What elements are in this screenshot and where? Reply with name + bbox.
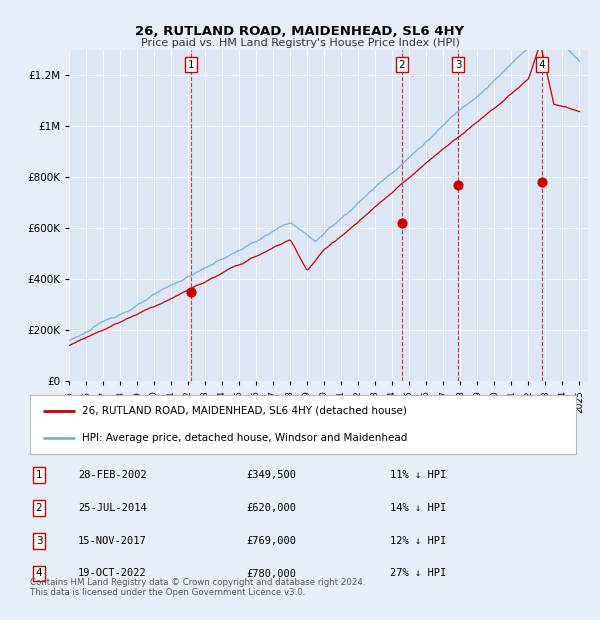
Text: 2: 2	[35, 503, 43, 513]
Text: 12% ↓ HPI: 12% ↓ HPI	[390, 536, 446, 546]
Text: 1: 1	[187, 60, 194, 69]
Text: 3: 3	[35, 536, 43, 546]
Text: 27% ↓ HPI: 27% ↓ HPI	[390, 569, 446, 578]
Text: £780,000: £780,000	[246, 569, 296, 578]
Text: £769,000: £769,000	[246, 536, 296, 546]
Text: 11% ↓ HPI: 11% ↓ HPI	[390, 470, 446, 480]
Text: 28-FEB-2002: 28-FEB-2002	[78, 470, 147, 480]
Text: Contains HM Land Registry data © Crown copyright and database right 2024.
This d: Contains HM Land Registry data © Crown c…	[30, 578, 365, 597]
Text: 26, RUTLAND ROAD, MAIDENHEAD, SL6 4HY (detached house): 26, RUTLAND ROAD, MAIDENHEAD, SL6 4HY (d…	[82, 406, 407, 416]
Text: £620,000: £620,000	[246, 503, 296, 513]
Text: 3: 3	[455, 60, 461, 69]
Text: Price paid vs. HM Land Registry's House Price Index (HPI): Price paid vs. HM Land Registry's House …	[140, 38, 460, 48]
Point	[454, 180, 463, 190]
Point	[186, 287, 196, 297]
Point	[537, 177, 547, 187]
Text: 26, RUTLAND ROAD, MAIDENHEAD, SL6 4HY: 26, RUTLAND ROAD, MAIDENHEAD, SL6 4HY	[136, 25, 464, 38]
Text: 19-OCT-2022: 19-OCT-2022	[78, 569, 147, 578]
Text: HPI: Average price, detached house, Windsor and Maidenhead: HPI: Average price, detached house, Wind…	[82, 433, 407, 443]
Text: 25-JUL-2014: 25-JUL-2014	[78, 503, 147, 513]
Point	[397, 218, 407, 228]
Text: 4: 4	[539, 60, 545, 69]
Text: 2: 2	[398, 60, 405, 69]
Text: 15-NOV-2017: 15-NOV-2017	[78, 536, 147, 546]
Text: 4: 4	[35, 569, 43, 578]
Text: 14% ↓ HPI: 14% ↓ HPI	[390, 503, 446, 513]
Text: £349,500: £349,500	[246, 470, 296, 480]
Text: 1: 1	[35, 470, 43, 480]
